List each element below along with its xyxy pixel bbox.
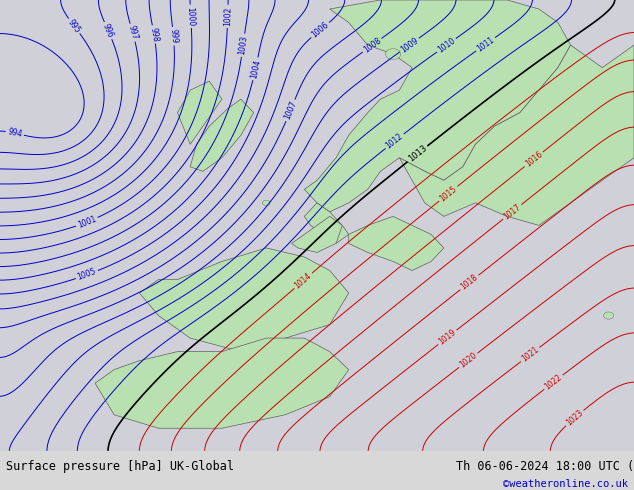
Text: 1006: 1006 <box>310 20 330 40</box>
Polygon shape <box>139 248 349 352</box>
Text: 996: 996 <box>101 22 115 39</box>
Text: 1000: 1000 <box>186 6 196 26</box>
Circle shape <box>385 49 401 59</box>
Text: 1008: 1008 <box>361 36 382 54</box>
Text: ©weatheronline.co.uk: ©weatheronline.co.uk <box>503 480 628 490</box>
Text: 1018: 1018 <box>459 273 480 292</box>
Polygon shape <box>178 81 222 144</box>
Text: 1012: 1012 <box>384 132 405 151</box>
Text: 997: 997 <box>126 24 139 41</box>
Polygon shape <box>304 203 349 244</box>
Text: 1002: 1002 <box>223 6 233 26</box>
Text: 999: 999 <box>168 28 179 44</box>
Text: 1019: 1019 <box>437 328 458 347</box>
Text: 1022: 1022 <box>543 373 564 392</box>
Text: 1001: 1001 <box>76 214 98 230</box>
Text: 1011: 1011 <box>475 35 496 53</box>
Text: 998: 998 <box>148 26 160 42</box>
Text: Surface pressure [hPa] UK-Global: Surface pressure [hPa] UK-Global <box>6 460 235 473</box>
Text: 1017: 1017 <box>502 202 522 221</box>
Text: 994: 994 <box>7 127 23 139</box>
Text: 1004: 1004 <box>249 58 262 79</box>
Polygon shape <box>190 99 254 172</box>
Circle shape <box>262 200 270 206</box>
Text: 1007: 1007 <box>283 100 299 121</box>
Text: 1016: 1016 <box>524 150 544 169</box>
Text: 1009: 1009 <box>399 36 420 54</box>
Text: 1020: 1020 <box>458 351 479 370</box>
Text: 1005: 1005 <box>76 267 98 282</box>
Polygon shape <box>399 45 634 225</box>
Polygon shape <box>95 338 349 428</box>
Text: 1023: 1023 <box>564 408 585 428</box>
Text: 1014: 1014 <box>293 271 313 291</box>
Text: 1013: 1013 <box>406 144 429 164</box>
Circle shape <box>604 312 614 319</box>
Polygon shape <box>349 217 444 270</box>
Text: 1015: 1015 <box>438 184 458 203</box>
Text: 1003: 1003 <box>237 35 249 55</box>
Text: 995: 995 <box>66 18 82 35</box>
Polygon shape <box>292 217 342 252</box>
Text: 1021: 1021 <box>520 345 540 364</box>
Polygon shape <box>304 0 571 212</box>
Text: 1010: 1010 <box>436 36 457 54</box>
Text: Th 06-06-2024 18:00 UTC (12+06): Th 06-06-2024 18:00 UTC (12+06) <box>456 460 634 473</box>
